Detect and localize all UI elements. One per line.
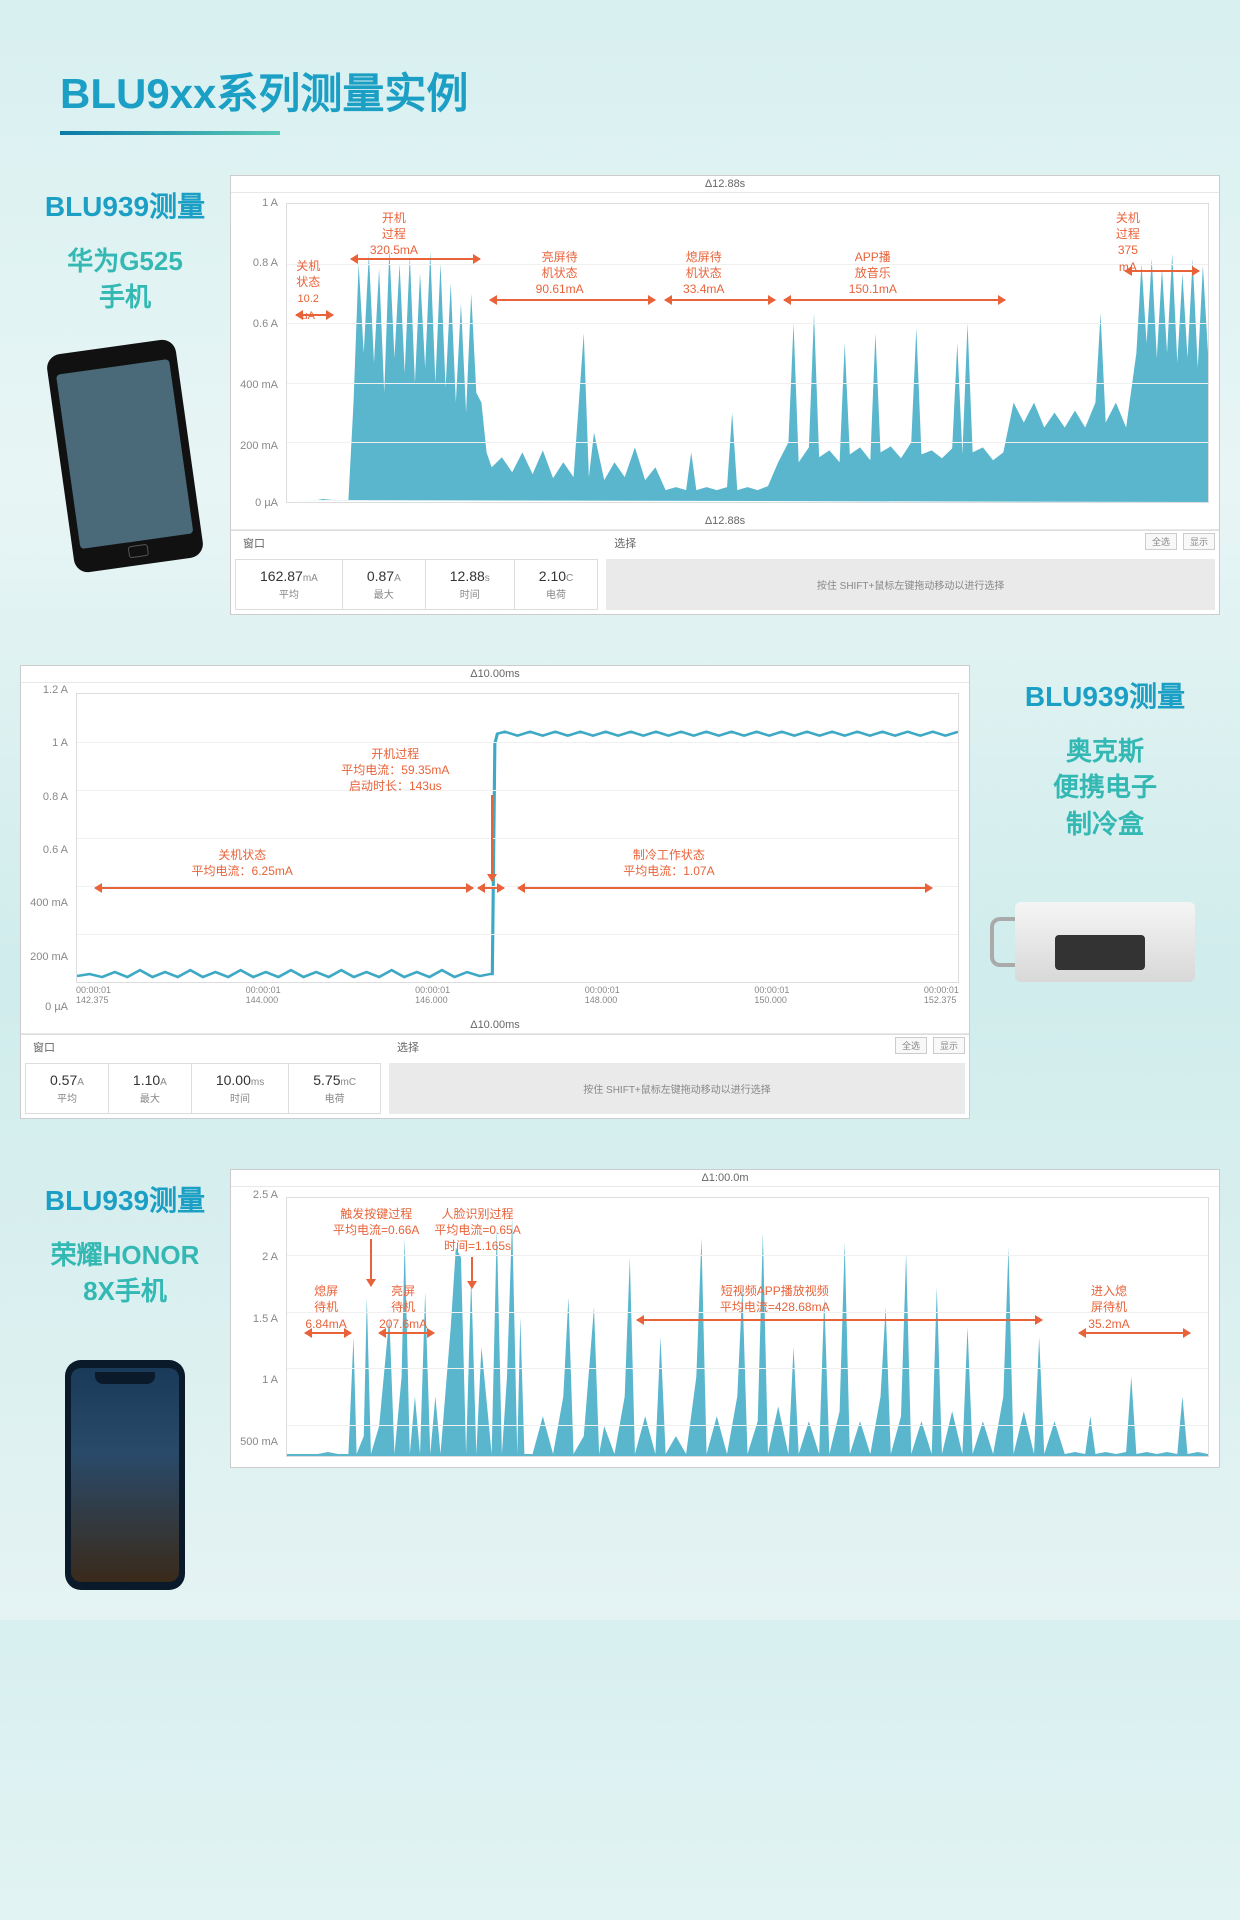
side-label-1: BLU939测量 华为G525 手机 <box>20 175 230 566</box>
annot-screenoff: 熄屏待 机状态33.4mA <box>683 249 724 298</box>
section3-title: BLU939测量 <box>20 1179 230 1219</box>
annot-boot-process: 开机过程平均电流：59.35mA启动时长：143us <box>341 746 449 795</box>
page-title: BLU9xx系列测量实例 <box>60 60 1220 121</box>
chart1-delta: Δ12.88s <box>231 176 1219 193</box>
stat-max: 0.87A最大 <box>343 560 426 609</box>
device-phone-honor8x <box>20 1360 230 1590</box>
title-underline <box>60 131 280 135</box>
annot-screenon-standby: 亮屏 待机207.6mA <box>379 1283 427 1332</box>
annot-screenoff-standby: 熄屏 待机6.84mA <box>305 1283 346 1332</box>
annot-off-state: 关机状态平均电流：6.25mA <box>192 847 293 879</box>
annot-app: APP播 放音乐150.1mA <box>849 249 897 298</box>
chart1-delta-bottom: Δ12.88s <box>231 513 1219 530</box>
section2-subtitle: 奥克斯 便携电子 制冷盒 <box>990 733 1220 842</box>
section-honor-8x: BLU939测量 荣耀HONOR 8X手机 Δ1:00.0m 2.5 A 2 A… <box>20 1169 1220 1590</box>
annot-cooling: 制冷工作状态平均电流：1.07A <box>623 847 714 879</box>
section-huawei-g525: BLU939测量 华为G525 手机 Δ12.88s 1 A 0.8 A 0.6… <box>20 175 1220 615</box>
btn-show-2[interactable]: 显示 <box>933 1037 965 1054</box>
annot-face: 人脸识别过程平均电流=0.65A时间=1.165s <box>434 1206 520 1255</box>
stat-time: 12.88s时间 <box>426 560 515 609</box>
chart2-xaxis: 00:00:01142.375 00:00:01144.000 00:00:01… <box>76 983 959 1007</box>
chart3-yaxis: 2.5 A 2 A 1.5 A 1 A 500 mA <box>231 1187 283 1467</box>
chart2-delta: Δ10.00ms <box>21 666 969 683</box>
chart1-plot: 关机 状态10.2 uA 开机 过程320.5mA 亮屏待 机状态90.61mA… <box>286 203 1209 503</box>
chart1-yaxis: 1 A 0.8 A 0.6 A 400 mA 200 mA 0 µA <box>231 193 283 513</box>
chart2-plot: 关机状态平均电流：6.25mA 开机过程平均电流：59.35mA启动时长：143… <box>76 693 959 983</box>
stat-charge: 2.10C电荷 <box>515 560 597 609</box>
chart1-waveform <box>287 204 1208 502</box>
chart3-plot: 触发按键过程平均电流=0.66A 人脸识别过程平均电流=0.65A时间=1.16… <box>286 1197 1209 1457</box>
section1-subtitle: 华为G525 手机 <box>20 243 230 316</box>
stat-avg: 162.87mA平均 <box>236 560 343 609</box>
btn-select-all[interactable]: 全选 <box>1145 533 1177 550</box>
btn-show[interactable]: 显示 <box>1183 533 1215 550</box>
section1-title: BLU939测量 <box>20 185 230 225</box>
section3-subtitle: 荣耀HONOR 8X手机 <box>20 1237 230 1310</box>
side-label-3: BLU939测量 荣耀HONOR 8X手机 <box>20 1169 230 1590</box>
btn-select-all-2[interactable]: 全选 <box>895 1037 927 1054</box>
side-label-2: BLU939测量 奥克斯 便携电子 制冷盒 <box>970 665 1220 982</box>
chart-1: Δ12.88s 1 A 0.8 A 0.6 A 400 mA 200 mA 0 … <box>230 175 1220 615</box>
annot-enter-sleep: 进入熄 屏待机35.2mA <box>1088 1283 1129 1332</box>
section-aux-cooler: Δ10.00ms 1.2 A 1 A 0.8 A 0.6 A 400 mA 20… <box>20 665 1220 1119</box>
chart-3: Δ1:00.0m 2.5 A 2 A 1.5 A 1 A 500 mA 触发按键… <box>230 1169 1220 1468</box>
chart1-hint: 按住 SHIFT+鼠标左键拖动移动以进行选择 <box>606 559 1215 610</box>
chart2-stats: 窗口 0.57A平均 1.10A最大 10.00ms时间 5.75mC电荷 选择… <box>21 1034 969 1118</box>
device-cooler <box>990 872 1220 982</box>
section2-title: BLU939测量 <box>990 675 1220 715</box>
chart3-delta: Δ1:00.0m <box>231 1170 1219 1187</box>
annot-keypress: 触发按键过程平均电流=0.66A <box>333 1206 419 1238</box>
annot-video: 短视频APP播放视频平均电流=428.68mA <box>720 1283 830 1315</box>
annot-screenon: 亮屏待 机状态90.61mA <box>536 249 584 298</box>
annot-boot: 开机 过程320.5mA <box>370 210 418 259</box>
device-phone-g525 <box>20 346 230 566</box>
chart-2: Δ10.00ms 1.2 A 1 A 0.8 A 0.6 A 400 mA 20… <box>20 665 970 1119</box>
chart1-stats: 窗口 162.87mA平均 0.87A最大 12.88s时间 2.10C电荷 选… <box>231 530 1219 614</box>
chart2-yaxis: 1.2 A 1 A 0.8 A 0.6 A 400 mA 200 mA 0 µA <box>21 683 73 1017</box>
